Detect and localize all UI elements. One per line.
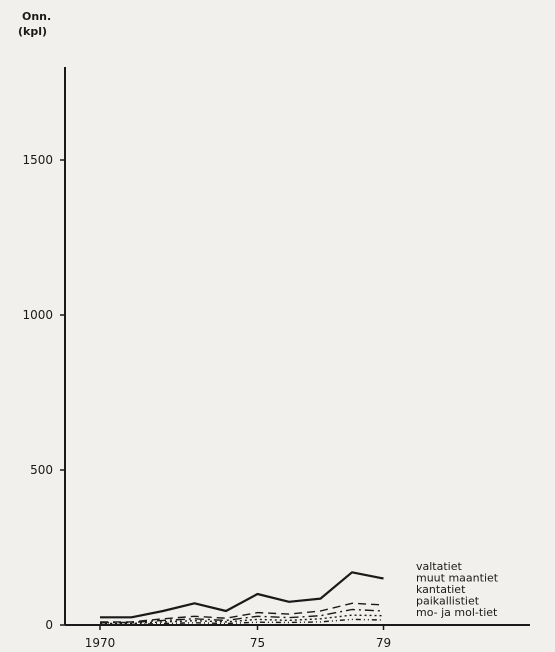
y-tick-label: 0: [45, 618, 53, 632]
legend-entry: kantatiet: [416, 583, 466, 596]
series-group: [100, 571, 384, 626]
legend-entry: muut maantiet: [416, 572, 499, 585]
y-tick-label: 500: [30, 463, 53, 477]
y-tick-label: 1500: [22, 153, 53, 167]
legend-entry: mo- ja mol-tiet: [416, 606, 498, 619]
x-ticks: 1970 75 79: [85, 625, 391, 650]
legend-entry: paikallistiet: [416, 595, 480, 608]
y-axis-label-line2: (kpl): [18, 25, 47, 38]
axes: [64, 67, 530, 626]
series-line-5: [100, 618, 384, 626]
series-line-2: [100, 602, 384, 623]
x-tick-label: 75: [250, 636, 265, 650]
series-line-4: [100, 614, 384, 625]
series-line-1: [100, 571, 384, 619]
x-tick-label: 79: [376, 636, 391, 650]
y-ticks: 0 500 1000 1500: [22, 153, 65, 632]
legend-entry: valtatiet: [416, 560, 462, 573]
x-tick-label: 1970: [85, 636, 116, 650]
y-tick-label: 1000: [22, 308, 53, 322]
y-axis-label-line1: Onn.: [22, 10, 51, 23]
